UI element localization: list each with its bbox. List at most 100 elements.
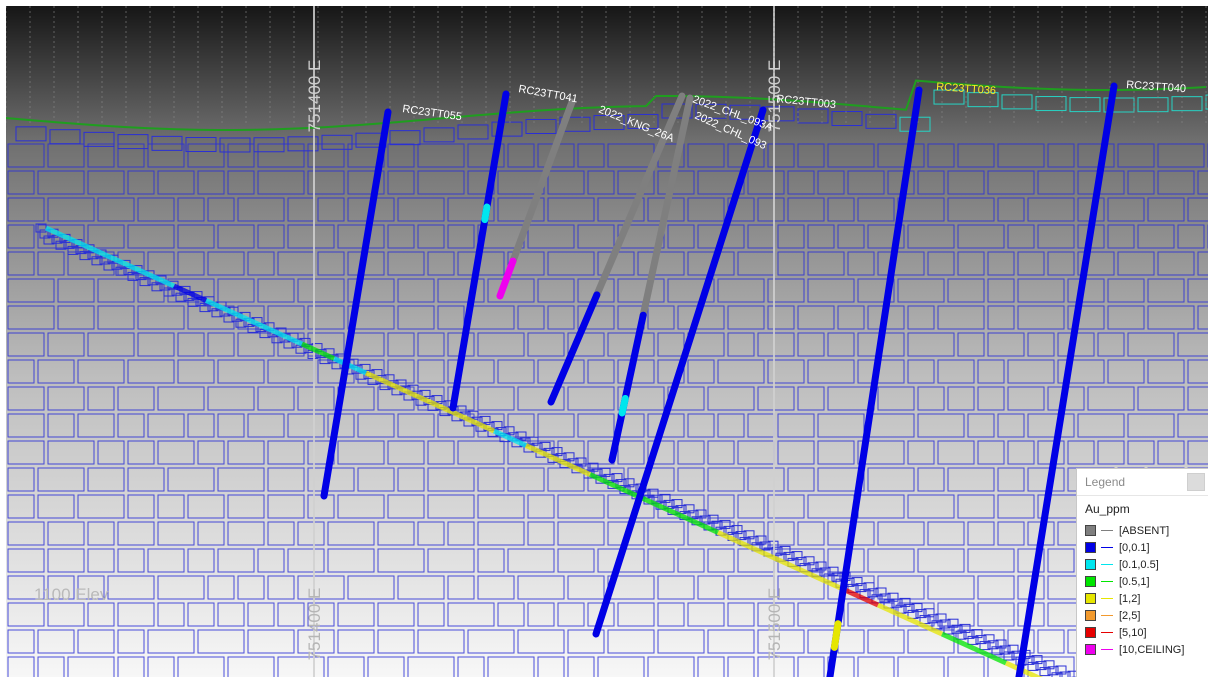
block-cell — [517, 575, 565, 600]
block-cell — [507, 467, 545, 492]
block-cell — [227, 494, 265, 519]
3d-viewport[interactable]: 751400 E 751500 E 751400 E 751500 E 1100 Ele… — [6, 6, 1208, 677]
block-cell — [247, 629, 295, 654]
assay-interval[interactable] — [496, 257, 517, 300]
block-cell — [327, 548, 375, 573]
block-cell — [997, 494, 1035, 519]
drillhole-2022_chl_093a[interactable] — [547, 92, 686, 406]
sub-cell — [935, 613, 947, 623]
block-cell — [707, 467, 745, 492]
legend-panel[interactable]: Legend Au_ppm [ABSENT] [0,0.1] [0.1,0.5] [0… — [1076, 468, 1208, 677]
block-cell — [457, 440, 505, 465]
legend-item[interactable]: [5,10] — [1085, 624, 1208, 641]
assay-interval[interactable] — [449, 90, 510, 412]
sub-cell — [967, 635, 979, 645]
surface-cell — [151, 135, 183, 151]
assay-interval[interactable] — [639, 94, 694, 319]
block-cell — [977, 602, 1015, 627]
block-cell — [397, 278, 435, 303]
sub-cell — [115, 266, 127, 276]
block-cell — [817, 413, 865, 438]
block-cell — [187, 548, 215, 573]
section-view[interactable]: 751400 E 751500 E 751400 E 751500 E 1100 Ele… — [6, 6, 1208, 677]
block-cell — [397, 467, 425, 492]
block-cell — [477, 548, 505, 573]
surface-cell — [83, 131, 115, 147]
block-cell — [197, 440, 225, 465]
block-cell — [937, 359, 975, 384]
drillhole-rc23tt036[interactable] — [826, 86, 923, 677]
sub-cell — [671, 499, 683, 509]
block-cell — [37, 251, 65, 276]
block-cell — [677, 467, 705, 492]
sub-cell — [1039, 667, 1051, 677]
assay-interval[interactable] — [509, 98, 576, 265]
legend-item[interactable]: [0,0.1] — [1085, 539, 1208, 556]
drillhole-2022_kng_26a[interactable] — [496, 98, 576, 300]
sub-cell — [683, 504, 695, 514]
assay-interval[interactable] — [592, 106, 767, 638]
assay-interval[interactable] — [547, 291, 601, 406]
block-cell — [1097, 332, 1125, 357]
sub-cell — [915, 609, 927, 619]
legend-item[interactable]: [2,5] — [1085, 607, 1208, 624]
block-cell — [867, 224, 905, 249]
legend-item[interactable]: [ABSENT] — [1085, 522, 1208, 539]
grid-lines — [6, 6, 1207, 677]
block-cell — [387, 224, 415, 249]
block-cell — [1027, 332, 1055, 357]
block-cell — [207, 251, 245, 276]
block-cell — [1077, 413, 1125, 438]
sub-cell — [127, 271, 139, 281]
assay-interval[interactable] — [320, 108, 392, 500]
drillhole-rc23tt003[interactable] — [592, 106, 767, 638]
legend-collapse-button[interactable] — [1187, 473, 1205, 491]
block-cell — [997, 413, 1025, 438]
block-cell — [237, 332, 275, 357]
block-cell — [57, 278, 95, 303]
sub-cell — [879, 593, 891, 603]
drillhole-rc23tt040[interactable] — [1015, 82, 1118, 677]
block-cell — [157, 170, 195, 195]
block-cell — [1007, 359, 1055, 384]
sub-cell — [151, 282, 163, 292]
sub-cell — [779, 545, 791, 555]
legend-item[interactable]: [1,2] — [1085, 590, 1208, 607]
block-cell — [47, 332, 85, 357]
drillhole-rc23tt055[interactable] — [320, 108, 392, 500]
block-cell — [547, 251, 595, 276]
drillhole-traces[interactable] — [320, 82, 1118, 677]
assay-interval[interactable] — [618, 394, 629, 417]
block-cell — [647, 548, 675, 573]
block-cell — [397, 305, 435, 330]
block-cell — [917, 467, 945, 492]
assay-interval[interactable] — [826, 86, 923, 677]
legend-swatch — [1085, 627, 1096, 638]
block-cell — [587, 170, 615, 195]
surface-cell — [797, 108, 829, 124]
block-cell — [7, 440, 45, 465]
legend-item[interactable]: [10,CEILING] — [1085, 641, 1208, 658]
legend-item[interactable]: [0.5,1] — [1085, 573, 1208, 590]
block-cell — [477, 386, 515, 411]
block-cell — [417, 629, 465, 654]
block-cell — [707, 629, 755, 654]
assay-interval[interactable] — [593, 92, 686, 299]
assay-interval[interactable] — [830, 620, 842, 651]
legend-item[interactable]: [0.1,0.5] — [1085, 556, 1208, 573]
block-cell — [187, 602, 215, 627]
block-cell — [277, 602, 305, 627]
block-cell — [127, 359, 175, 384]
assay-interval[interactable] — [481, 203, 491, 224]
block-cell — [727, 332, 755, 357]
block-cell — [857, 656, 895, 677]
block-cell — [817, 467, 865, 492]
block-cell — [367, 656, 405, 677]
block-cell — [617, 440, 645, 465]
drillhole-2022_chl_093[interactable] — [608, 94, 694, 464]
block-cell — [657, 629, 705, 654]
block-cell — [1017, 278, 1065, 303]
assay-interval[interactable] — [1015, 82, 1118, 677]
drillhole-rc23tt041[interactable] — [449, 90, 510, 412]
assay-interval[interactable] — [608, 311, 647, 464]
